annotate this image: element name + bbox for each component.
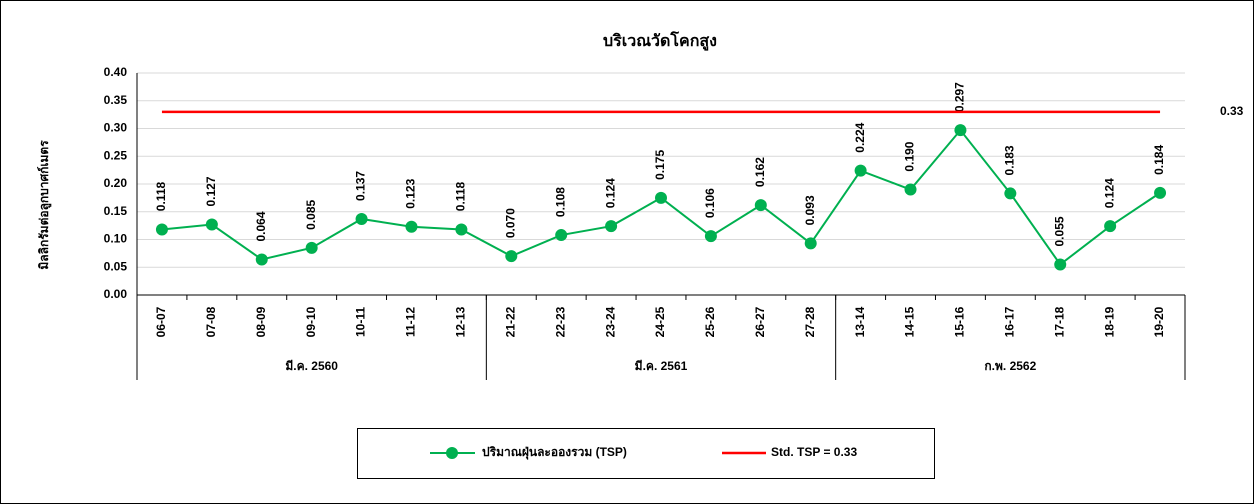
x-tick-label: 06-07 (154, 306, 168, 337)
x-tick-label: 24-25 (653, 306, 667, 337)
data-point (854, 164, 867, 177)
y-axis-title: มิลลิกรัมต่อลูกบาศก์เมตร (37, 140, 52, 270)
data-label: 0.137 (354, 171, 368, 201)
data-point (1104, 220, 1117, 233)
x-tick-label: 09-10 (304, 306, 318, 337)
x-tick-label: 16-17 (1003, 306, 1017, 337)
data-point (155, 223, 168, 236)
data-label: 0.297 (953, 82, 967, 112)
x-tick-label: 12-13 (454, 306, 468, 337)
data-label: 0.124 (603, 178, 617, 208)
x-tick-label: 08-09 (254, 306, 268, 337)
y-tick-label: 0.10 (104, 232, 128, 246)
data-point (355, 212, 368, 225)
data-point (754, 199, 767, 212)
data-point (804, 237, 817, 250)
y-tick-label: 0.05 (104, 259, 128, 273)
y-tick-label: 0.15 (104, 204, 128, 218)
data-point (1004, 187, 1017, 200)
data-point (655, 191, 667, 204)
data-point (904, 183, 917, 196)
data-point (455, 223, 468, 236)
data-label: 0.118 (454, 182, 468, 212)
group-label: มี.ค. 2560 (285, 359, 338, 373)
y-tick-label: 0.40 (104, 65, 128, 79)
x-tick-label: 10-11 (354, 307, 368, 337)
x-tick-label: 26-27 (753, 306, 767, 337)
x-tick-label: 11-12 (404, 307, 418, 337)
y-tick-label: 0.35 (104, 93, 128, 107)
data-label: 0.118 (154, 182, 168, 212)
standard-label: 0.33 (1220, 104, 1244, 118)
legend-marker (446, 447, 458, 459)
data-point (505, 250, 518, 263)
legend-label: ปริมาณฝุ่นละอองรวม (TSP) (482, 445, 627, 460)
x-tick-label: 13-14 (853, 306, 867, 337)
y-tick-label: 0.00 (104, 287, 128, 301)
data-label: 0.162 (753, 157, 767, 187)
y-tick-label: 0.25 (104, 148, 128, 162)
data-point (305, 241, 318, 254)
data-label: 0.183 (1003, 145, 1017, 175)
x-tick-label: 27-28 (803, 306, 817, 337)
data-label: 0.085 (304, 199, 318, 229)
data-label: 0.106 (703, 188, 717, 218)
x-tick-label: 19-20 (1152, 306, 1166, 337)
x-tick-label: 15-16 (953, 306, 967, 337)
data-label: 0.224 (853, 122, 867, 152)
data-label: 0.108 (553, 187, 567, 217)
data-point (205, 218, 218, 231)
data-point (1054, 258, 1067, 271)
x-tick-label: 14-15 (903, 306, 917, 337)
x-tick-label: 21-22 (503, 306, 517, 337)
data-label: 0.093 (803, 195, 817, 225)
data-label: 0.184 (1152, 145, 1166, 175)
data-label: 0.175 (653, 150, 667, 180)
data-label: 0.064 (254, 211, 268, 241)
x-tick-label: 07-08 (204, 306, 218, 337)
group-label: มี.ค. 2561 (635, 359, 688, 373)
y-tick-label: 0.20 (104, 176, 128, 190)
x-tick-label: 18-19 (1102, 306, 1116, 337)
x-tick-label: 17-18 (1052, 306, 1066, 337)
data-point (255, 253, 268, 266)
y-tick-label: 0.30 (104, 121, 128, 135)
data-point (405, 220, 418, 233)
legend-label: Std. TSP = 0.33 (771, 445, 857, 459)
x-tick-label: 23-24 (603, 306, 617, 337)
chart-title: บริเวณวัดโคกสูง (603, 30, 717, 52)
data-label: 0.124 (1102, 178, 1116, 208)
x-tick-label: 22-23 (553, 306, 567, 337)
data-point (704, 230, 717, 243)
data-label: 0.127 (204, 176, 218, 206)
data-point (954, 124, 967, 137)
data-label: 0.055 (1052, 216, 1066, 246)
data-label: 0.123 (404, 178, 418, 208)
group-label: ก.พ. 2562 (984, 359, 1036, 373)
data-label: 0.190 (903, 141, 917, 171)
data-label: 0.070 (503, 208, 517, 238)
data-point (1154, 186, 1167, 199)
data-point (555, 229, 568, 242)
x-tick-label: 25-26 (703, 306, 717, 337)
data-point (605, 220, 618, 233)
